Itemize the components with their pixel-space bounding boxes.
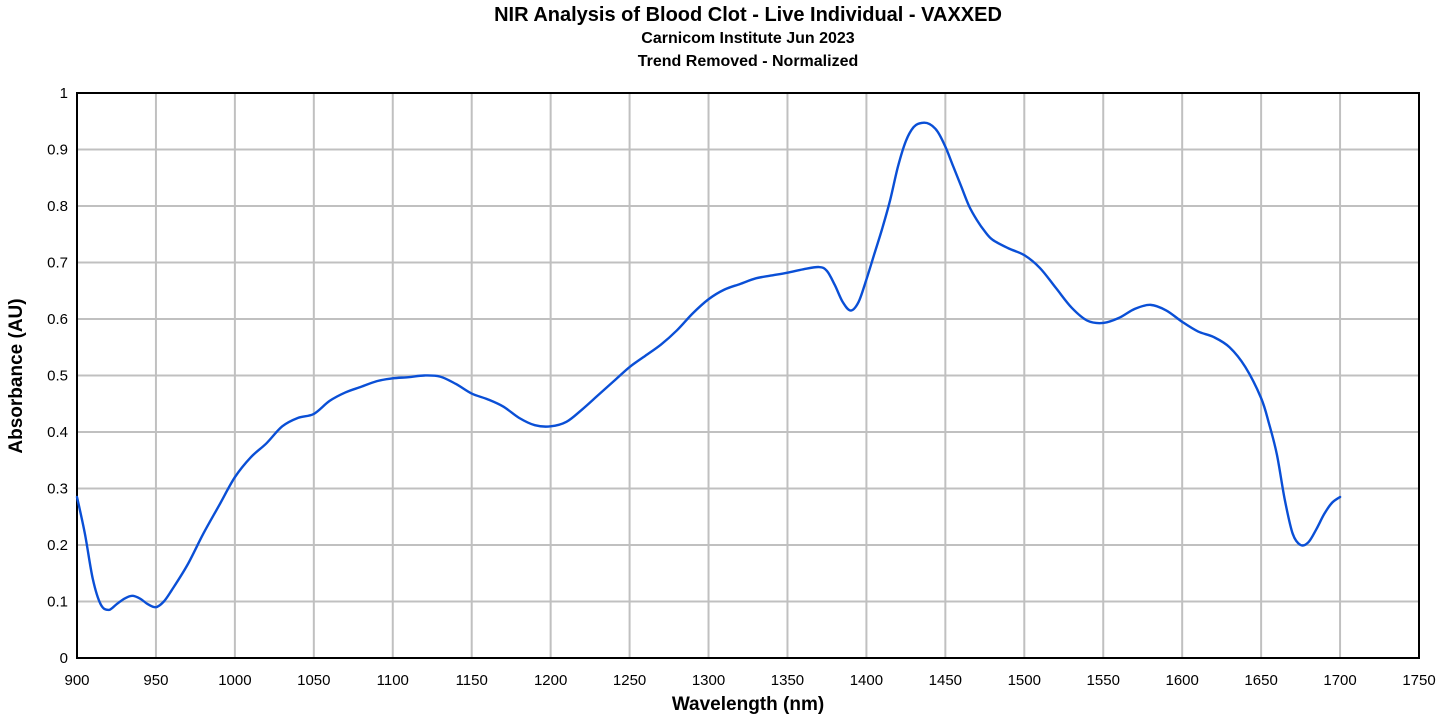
x-tick-label-1100: 1100 [377, 672, 409, 689]
y-tick-label-0.2: 0.2 [47, 537, 68, 554]
chart-subtitle-institute: Carnicom Institute Jun 2023 [641, 30, 854, 47]
y-axis-ticks: 0 0.1 0.2 0.3 0.4 0.5 0.6 0.7 0.8 0.9 1 [47, 85, 68, 667]
y-tick-label-0.3: 0.3 [47, 481, 68, 498]
y-tick-label-0.9: 0.9 [47, 142, 68, 159]
data-series [75, 121, 1342, 612]
x-tick-label-900: 900 [64, 672, 89, 689]
x-tick-label-1400: 1400 [850, 672, 883, 689]
y-tick-label-0.4: 0.4 [47, 424, 68, 441]
chart-subtitle-method: Trend Removed - Normalized [638, 53, 859, 70]
x-tick-label-1450: 1450 [929, 672, 962, 689]
y-tick-label-0.8: 0.8 [47, 198, 68, 215]
x-tick-label-1050: 1050 [297, 672, 330, 689]
x-tick-label-1350: 1350 [771, 672, 804, 689]
x-tick-label-1700: 1700 [1323, 672, 1356, 689]
x-tick-label-1500: 1500 [1008, 672, 1041, 689]
x-tick-label-1150: 1150 [456, 672, 488, 689]
plot-border [76, 92, 1420, 659]
x-tick-label-950: 950 [143, 672, 168, 689]
y-tick-label-0.5: 0.5 [47, 368, 68, 385]
grid-lines [76, 92, 1420, 659]
y-tick-label-0.7: 0.7 [47, 255, 68, 272]
y-tick-label-0: 0 [60, 650, 68, 667]
y-tick-label-0.1: 0.1 [47, 594, 68, 611]
y-tick-label-1: 1 [60, 85, 68, 102]
x-tick-label-1300: 1300 [692, 672, 725, 689]
chart-title: NIR Analysis of Blood Clot - Live Indivi… [494, 4, 1002, 26]
y-tick-label-0.6: 0.6 [47, 311, 68, 328]
x-tick-label-1650: 1650 [1244, 672, 1277, 689]
x-tick-label-1550: 1550 [1087, 672, 1120, 689]
x-tick-label-1750: 1750 [1402, 672, 1435, 689]
x-axis-label: Wavelength (nm) [672, 694, 824, 715]
x-tick-label-1250: 1250 [613, 672, 646, 689]
x-axis-ticks: 900 950 1000 1050 1100 1150 1200 1250 1300 1350 14… [64, 672, 1435, 689]
x-tick-label-1600: 1600 [1165, 672, 1198, 689]
x-tick-label-1200: 1200 [534, 672, 567, 689]
x-tick-label-1000: 1000 [218, 672, 251, 689]
plot-area-frame [76, 92, 1420, 659]
series-line-0 [75, 121, 1342, 612]
y-axis-label: Absorbance (AU) [6, 298, 27, 453]
